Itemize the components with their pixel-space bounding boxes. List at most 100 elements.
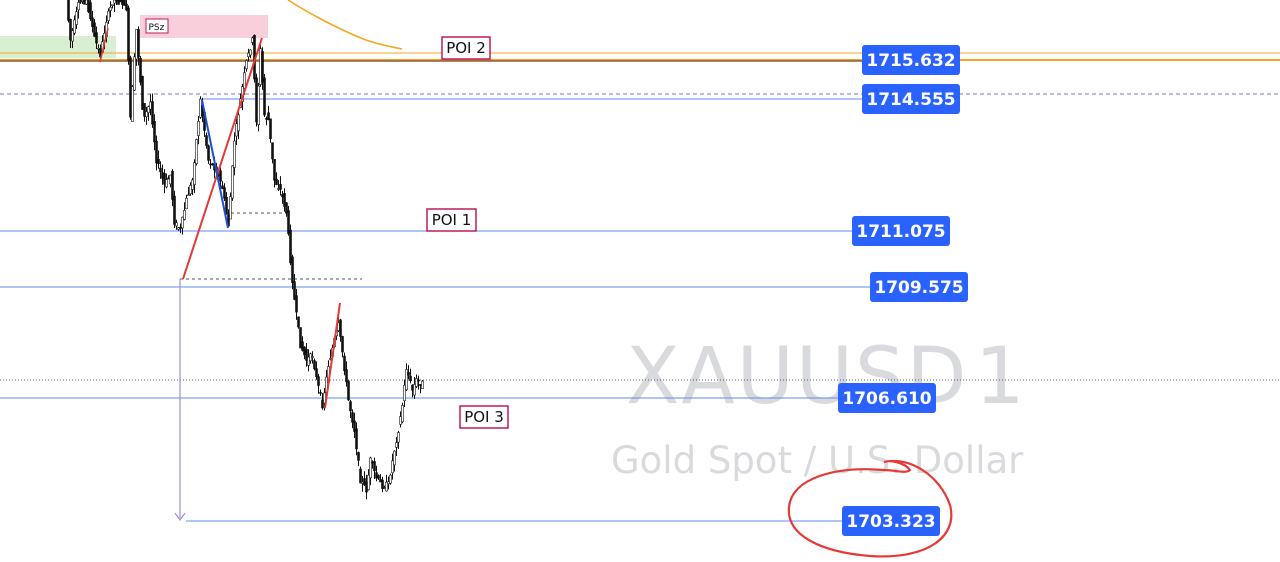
candle-body bbox=[409, 375, 412, 382]
candle-body bbox=[247, 52, 250, 57]
candle-body bbox=[407, 371, 410, 376]
candle-body bbox=[169, 174, 172, 185]
candle-body bbox=[225, 196, 228, 214]
candle-body bbox=[119, 0, 122, 3]
candle-body bbox=[155, 140, 158, 164]
candle-body bbox=[369, 457, 372, 479]
candle-body bbox=[223, 187, 226, 199]
candle-body bbox=[121, 0, 124, 5]
candle-body bbox=[287, 210, 290, 234]
candle-body bbox=[149, 101, 152, 110]
candle-body bbox=[145, 111, 148, 118]
poi-3-label: POI 3 bbox=[459, 405, 509, 429]
candle-body bbox=[83, 0, 86, 5]
candle-body bbox=[237, 114, 240, 132]
candle-body bbox=[199, 98, 202, 118]
candle-body bbox=[297, 316, 300, 328]
candle-body bbox=[357, 452, 360, 461]
candle-body bbox=[295, 295, 298, 313]
candle-body bbox=[171, 170, 174, 200]
down-swing-line bbox=[201, 99, 229, 229]
candle-body bbox=[113, 0, 116, 4]
candle-body bbox=[279, 183, 282, 190]
measure-arrow-icon bbox=[174, 512, 186, 522]
up-swing-line bbox=[324, 302, 341, 409]
candle-body bbox=[421, 380, 424, 389]
price-tag: 1703.323 bbox=[842, 506, 940, 536]
svg-text:PSz: PSz bbox=[149, 23, 165, 33]
candle-body bbox=[317, 376, 320, 386]
candle-body bbox=[159, 167, 162, 173]
price-tag: 1711.075 bbox=[852, 216, 950, 246]
poi-2-label: POI 2 bbox=[441, 36, 491, 60]
candle-body bbox=[115, 0, 118, 2]
candle-body bbox=[345, 369, 348, 383]
price-tag-label: 1706.610 bbox=[842, 389, 931, 409]
candle-body bbox=[271, 142, 274, 160]
candle-body bbox=[111, 4, 114, 7]
candle-body bbox=[301, 341, 304, 351]
candle-body bbox=[185, 198, 188, 210]
highlight-circle bbox=[787, 459, 953, 558]
candle-body bbox=[173, 195, 176, 225]
candle-body bbox=[179, 226, 182, 229]
candle-body bbox=[311, 356, 314, 358]
candle-body bbox=[299, 327, 302, 349]
price-tag: 1706.610 bbox=[838, 383, 936, 413]
moving-average-line bbox=[287, 0, 403, 50]
price-tags: 1715.632 1714.555 1711.075 1709.575 1706.610… bbox=[838, 45, 968, 536]
candle-body bbox=[275, 178, 278, 185]
candle-body bbox=[127, 7, 130, 61]
candle-body bbox=[289, 229, 292, 264]
candle-body bbox=[71, 30, 74, 42]
candle-body bbox=[267, 112, 270, 121]
candle-body bbox=[117, 0, 120, 5]
candle-body bbox=[353, 420, 356, 432]
candle-body bbox=[233, 140, 236, 168]
price-tag-label: 1711.075 bbox=[856, 222, 945, 242]
candle-body bbox=[69, 19, 72, 41]
candle-body bbox=[107, 10, 110, 21]
candle-body bbox=[321, 399, 324, 409]
candle-body bbox=[91, 17, 94, 27]
candle-body bbox=[131, 86, 134, 122]
candle-body bbox=[343, 355, 346, 372]
candle-body bbox=[283, 193, 286, 207]
candle-body bbox=[81, 0, 84, 2]
candle-body bbox=[397, 432, 400, 443]
svg-text:POI 1: POI 1 bbox=[432, 211, 472, 229]
candle-body bbox=[89, 2, 92, 20]
candle-body bbox=[403, 384, 406, 401]
candle-body bbox=[189, 185, 192, 195]
svg-text:POI 3: POI 3 bbox=[464, 408, 504, 426]
candle-body bbox=[319, 392, 322, 394]
svg-text:POI 2: POI 2 bbox=[446, 39, 486, 57]
candle-body bbox=[405, 369, 408, 391]
candle-body bbox=[263, 77, 266, 116]
candle-body bbox=[85, 0, 88, 5]
candle-body bbox=[413, 384, 416, 396]
candle-body bbox=[209, 163, 212, 166]
candle-body bbox=[135, 29, 138, 60]
watermark-interval: 1 bbox=[975, 332, 1027, 422]
candle-body bbox=[193, 162, 196, 185]
candle-body bbox=[143, 103, 146, 117]
candle-body bbox=[273, 159, 276, 181]
candle-body bbox=[351, 412, 354, 423]
candle-body bbox=[363, 478, 366, 486]
price-tag: 1714.555 bbox=[862, 84, 960, 114]
candle-body bbox=[129, 57, 132, 118]
price-tag-label: 1715.632 bbox=[866, 51, 955, 71]
candle-body bbox=[79, 0, 82, 3]
candle-body bbox=[285, 202, 288, 214]
candle-body bbox=[395, 442, 398, 448]
candle-body bbox=[261, 51, 264, 83]
candle-body bbox=[251, 37, 254, 43]
candle-body bbox=[195, 139, 198, 164]
candle-body bbox=[307, 356, 310, 366]
candle-body bbox=[147, 106, 150, 113]
candle-body bbox=[73, 19, 76, 34]
candle-body bbox=[181, 216, 184, 229]
candle-body bbox=[141, 76, 144, 110]
